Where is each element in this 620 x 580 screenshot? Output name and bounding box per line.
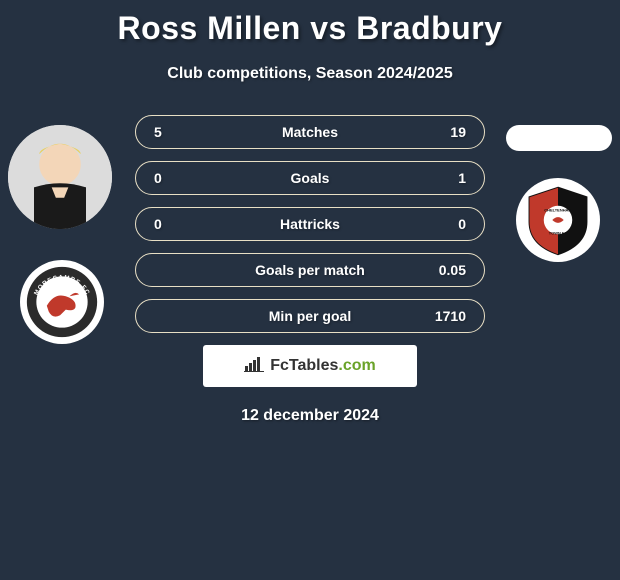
stat-right: 0.05 [426,262,466,278]
stat-right: 19 [426,124,466,140]
stat-right: 0 [426,216,466,232]
page-title: Ross Millen vs Bradbury [0,0,620,47]
stat-left: 5 [154,124,194,140]
stat-label: Hattricks [194,216,426,232]
stats-area: 5 Matches 19 0 Goals 1 0 Hattricks 0 Goa… [0,115,620,333]
stat-label: Goals [194,170,426,186]
stat-left: 0 [154,170,194,186]
stat-row-goals: 0 Goals 1 [135,161,485,195]
stat-row-goals-per-match: Goals per match 0.05 [135,253,485,287]
page-subtitle: Club competitions, Season 2024/2025 [0,65,620,83]
stat-row-min-per-goal: Min per goal 1710 [135,299,485,333]
stat-row-matches: 5 Matches 19 [135,115,485,149]
brand-name-text: FcTables [270,357,338,374]
stat-label: Goals per match [194,262,426,278]
bar-chart-icon [244,356,264,377]
stat-label: Min per goal [194,308,426,324]
brand-box: FcTables.com [203,345,417,387]
stat-row-hattricks: 0 Hattricks 0 [135,207,485,241]
stat-right: 1710 [426,308,466,324]
brand-name: FcTables.com [270,357,376,375]
stat-label: Matches [194,124,426,140]
brand-suffix: .com [338,357,375,374]
date-line: 12 december 2024 [0,407,620,425]
stat-right: 1 [426,170,466,186]
stat-left: 0 [154,216,194,232]
